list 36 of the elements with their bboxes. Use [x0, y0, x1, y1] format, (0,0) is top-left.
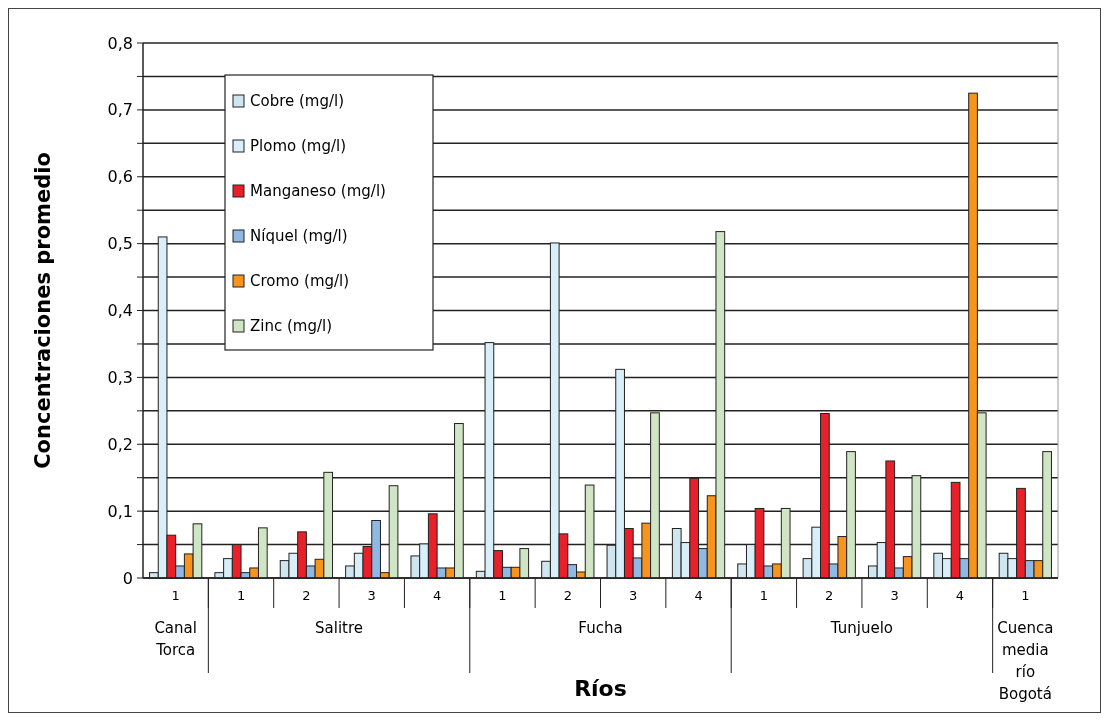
- legend-label: Cobre (mg/l): [250, 92, 345, 111]
- y-tick-label: 0,3: [107, 367, 133, 387]
- y-tick-label: 0,5: [107, 234, 133, 254]
- x-tick-label: 2: [563, 588, 572, 603]
- y-tick-label: 0,6: [107, 167, 133, 187]
- text: Canal Torca: [154, 619, 197, 659]
- legend-label: Cromo (mg/l): [250, 272, 350, 291]
- text: Tunjuelo: [829, 619, 894, 637]
- x-tick-label: 1: [236, 588, 246, 603]
- text: Salitre: [315, 619, 364, 637]
- x-tick-label: 3: [629, 588, 638, 603]
- x-tick-label: 1: [171, 588, 180, 603]
- x-tick-label: 1: [759, 588, 769, 603]
- legend-label: Plomo (mg/l): [250, 137, 347, 156]
- x-tick-label: 1: [1021, 588, 1030, 603]
- y-tick-label: 0,2: [107, 434, 133, 454]
- legend-label: Manganeso (mg/l): [250, 182, 386, 201]
- y-axis-title: Concentraciones promedio: [31, 152, 55, 469]
- legend-label: Zinc (mg/l): [250, 317, 333, 336]
- x-tick-label: 1: [498, 588, 507, 603]
- legend-label: Níquel (mg/l): [250, 227, 348, 246]
- y-tick-label: 0: [122, 568, 133, 588]
- y-tick-label: 0,8: [107, 33, 133, 53]
- x-axis-title: Ríos: [574, 676, 627, 701]
- x-tick-label: 2: [825, 588, 834, 603]
- y-tick-label: 0,4: [107, 301, 133, 321]
- x-tick-label: 4: [432, 588, 442, 603]
- x-tick-label: 2: [302, 588, 311, 603]
- text: Cuenca media río Bogotá: [997, 619, 1054, 703]
- x-tick-label: 4: [694, 588, 703, 603]
- y-tick-label: 0,7: [107, 100, 133, 120]
- x-tick-label: 3: [367, 588, 376, 603]
- x-tick-label: 4: [955, 588, 965, 603]
- text: Fucha: [578, 619, 623, 637]
- y-tick-label: 0,1: [107, 501, 133, 521]
- x-tick-label: 3: [890, 588, 899, 603]
